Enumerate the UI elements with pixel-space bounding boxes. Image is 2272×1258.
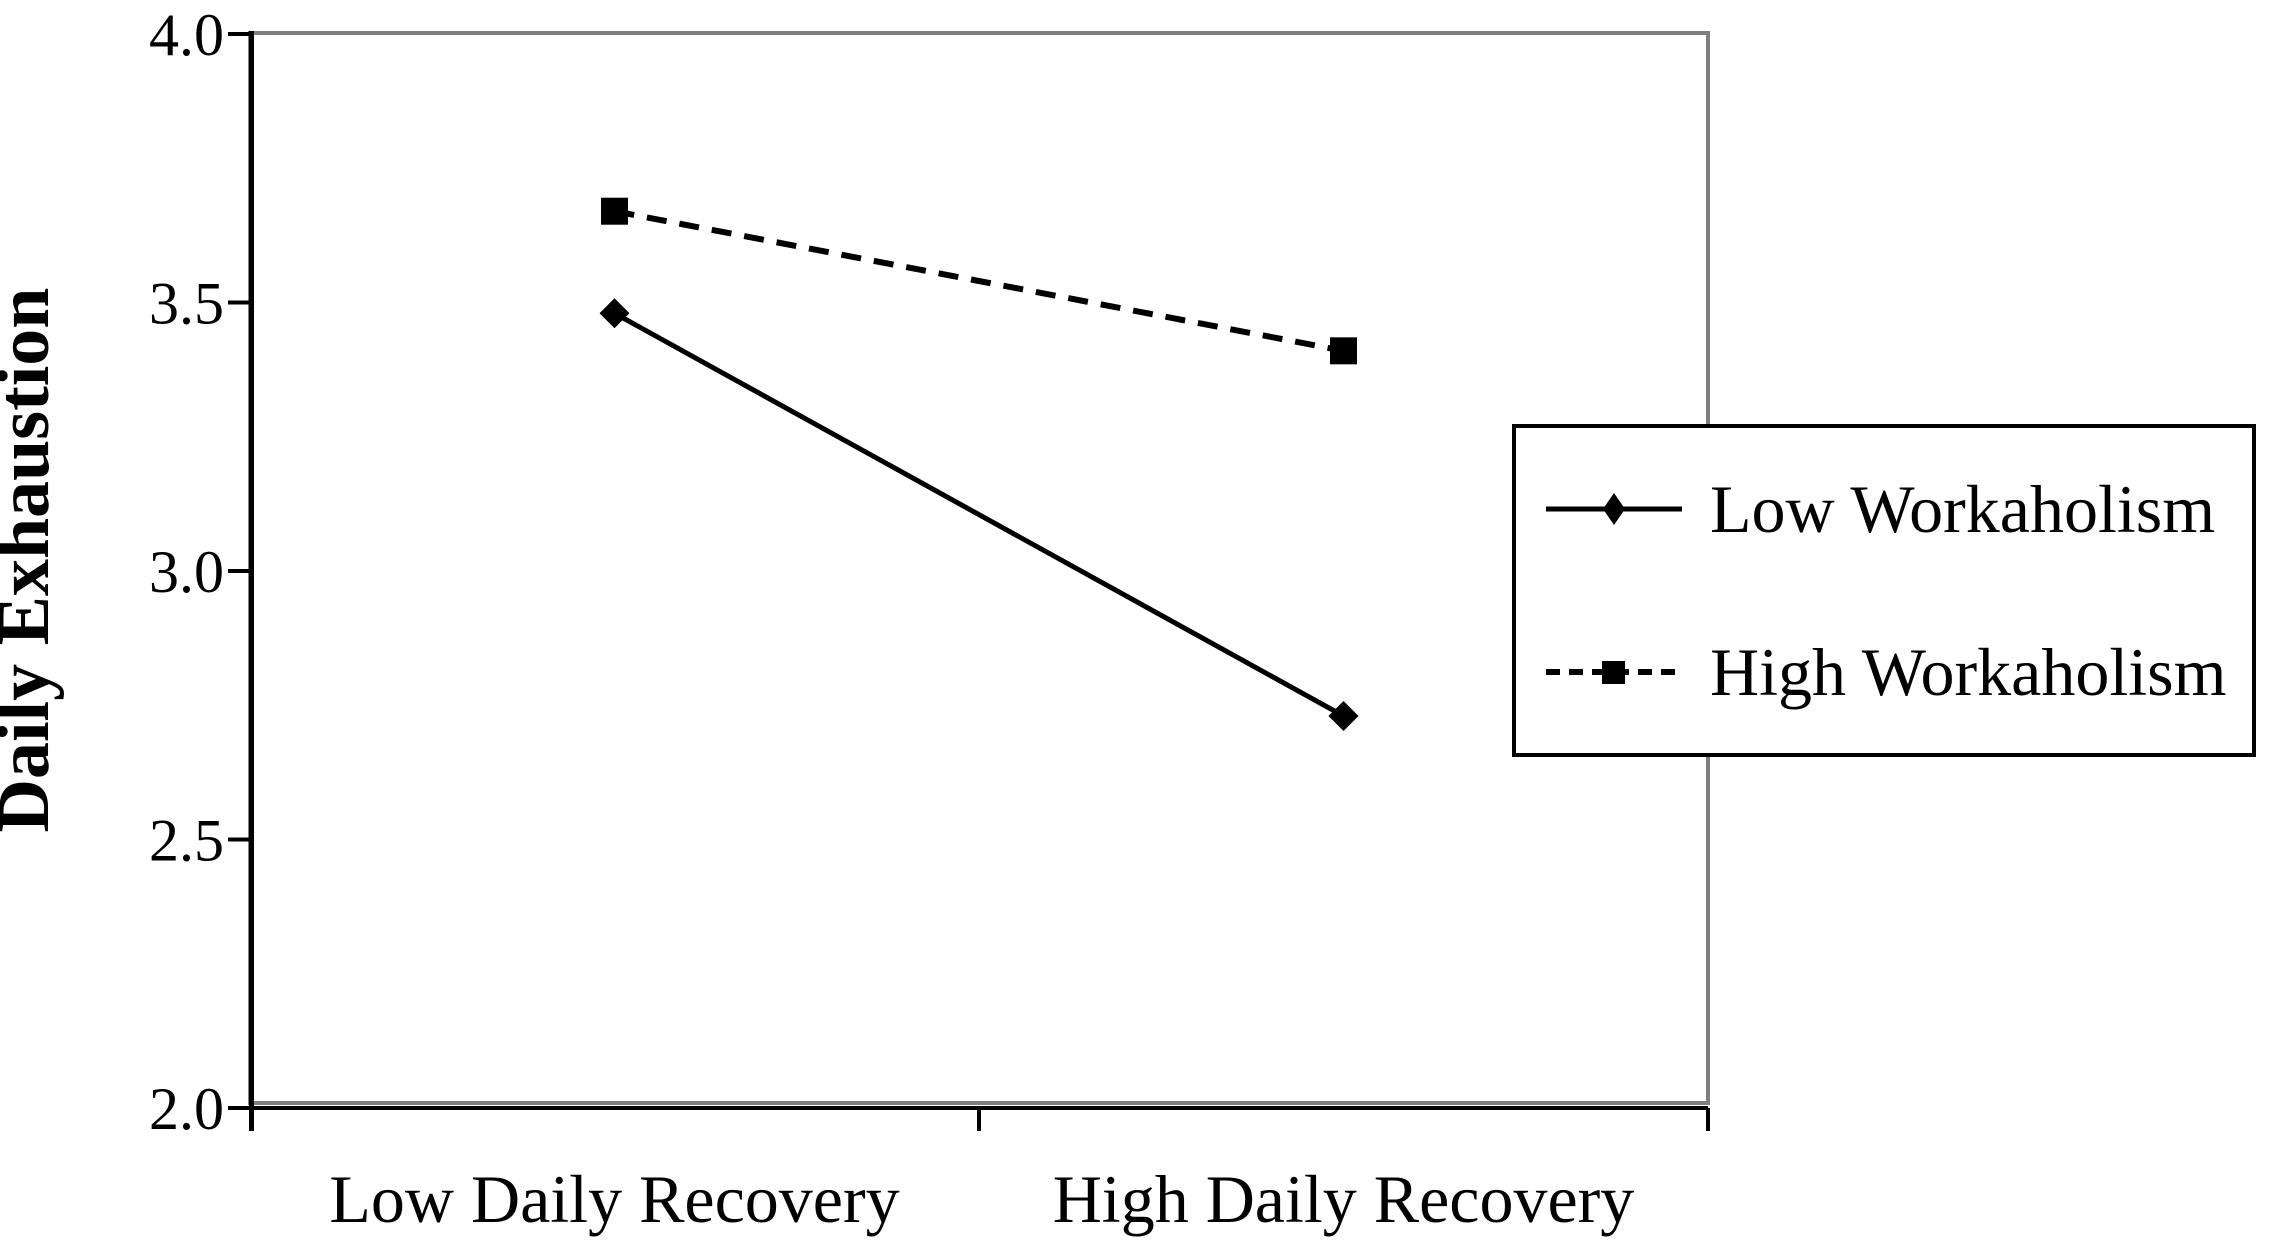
y-tick-label: 2.5 bbox=[149, 808, 224, 874]
legend-square-icon bbox=[1602, 660, 1625, 684]
x-category-label: High Daily Recovery bbox=[1053, 1161, 1635, 1237]
legend-item-high-workaholism: High Workaholism bbox=[1516, 591, 2252, 754]
y-tick-label: 3.5 bbox=[149, 271, 224, 337]
legend: Low Workaholism High Workaholism bbox=[1512, 424, 2256, 757]
series-line-low-workaholism bbox=[613, 311, 1345, 719]
x-category-label: Low Daily Recovery bbox=[329, 1161, 899, 1237]
diamond-marker bbox=[599, 298, 630, 329]
legend-sample-dashed-line bbox=[1546, 660, 1682, 684]
legend-diamond-icon bbox=[1603, 493, 1625, 526]
y-tick-label: 2.0 bbox=[149, 1076, 224, 1142]
square-marker bbox=[1330, 337, 1357, 365]
legend-sample-solid-line bbox=[1546, 493, 1682, 526]
series-line-high-workaholism bbox=[613, 208, 1345, 354]
square-marker bbox=[601, 197, 628, 225]
y-axis-title: Daily Exhaustion bbox=[0, 288, 65, 833]
y-tick-label: 4.0 bbox=[149, 2, 224, 68]
diamond-marker bbox=[1328, 700, 1359, 731]
y-tick-label: 3.0 bbox=[149, 539, 224, 605]
legend-item-low-workaholism: Low Workaholism bbox=[1516, 428, 2252, 591]
legend-item-label: High Workaholism bbox=[1710, 633, 2227, 710]
plot-frame bbox=[248, 31, 1710, 1105]
legend-item-label: Low Workaholism bbox=[1710, 471, 2216, 548]
